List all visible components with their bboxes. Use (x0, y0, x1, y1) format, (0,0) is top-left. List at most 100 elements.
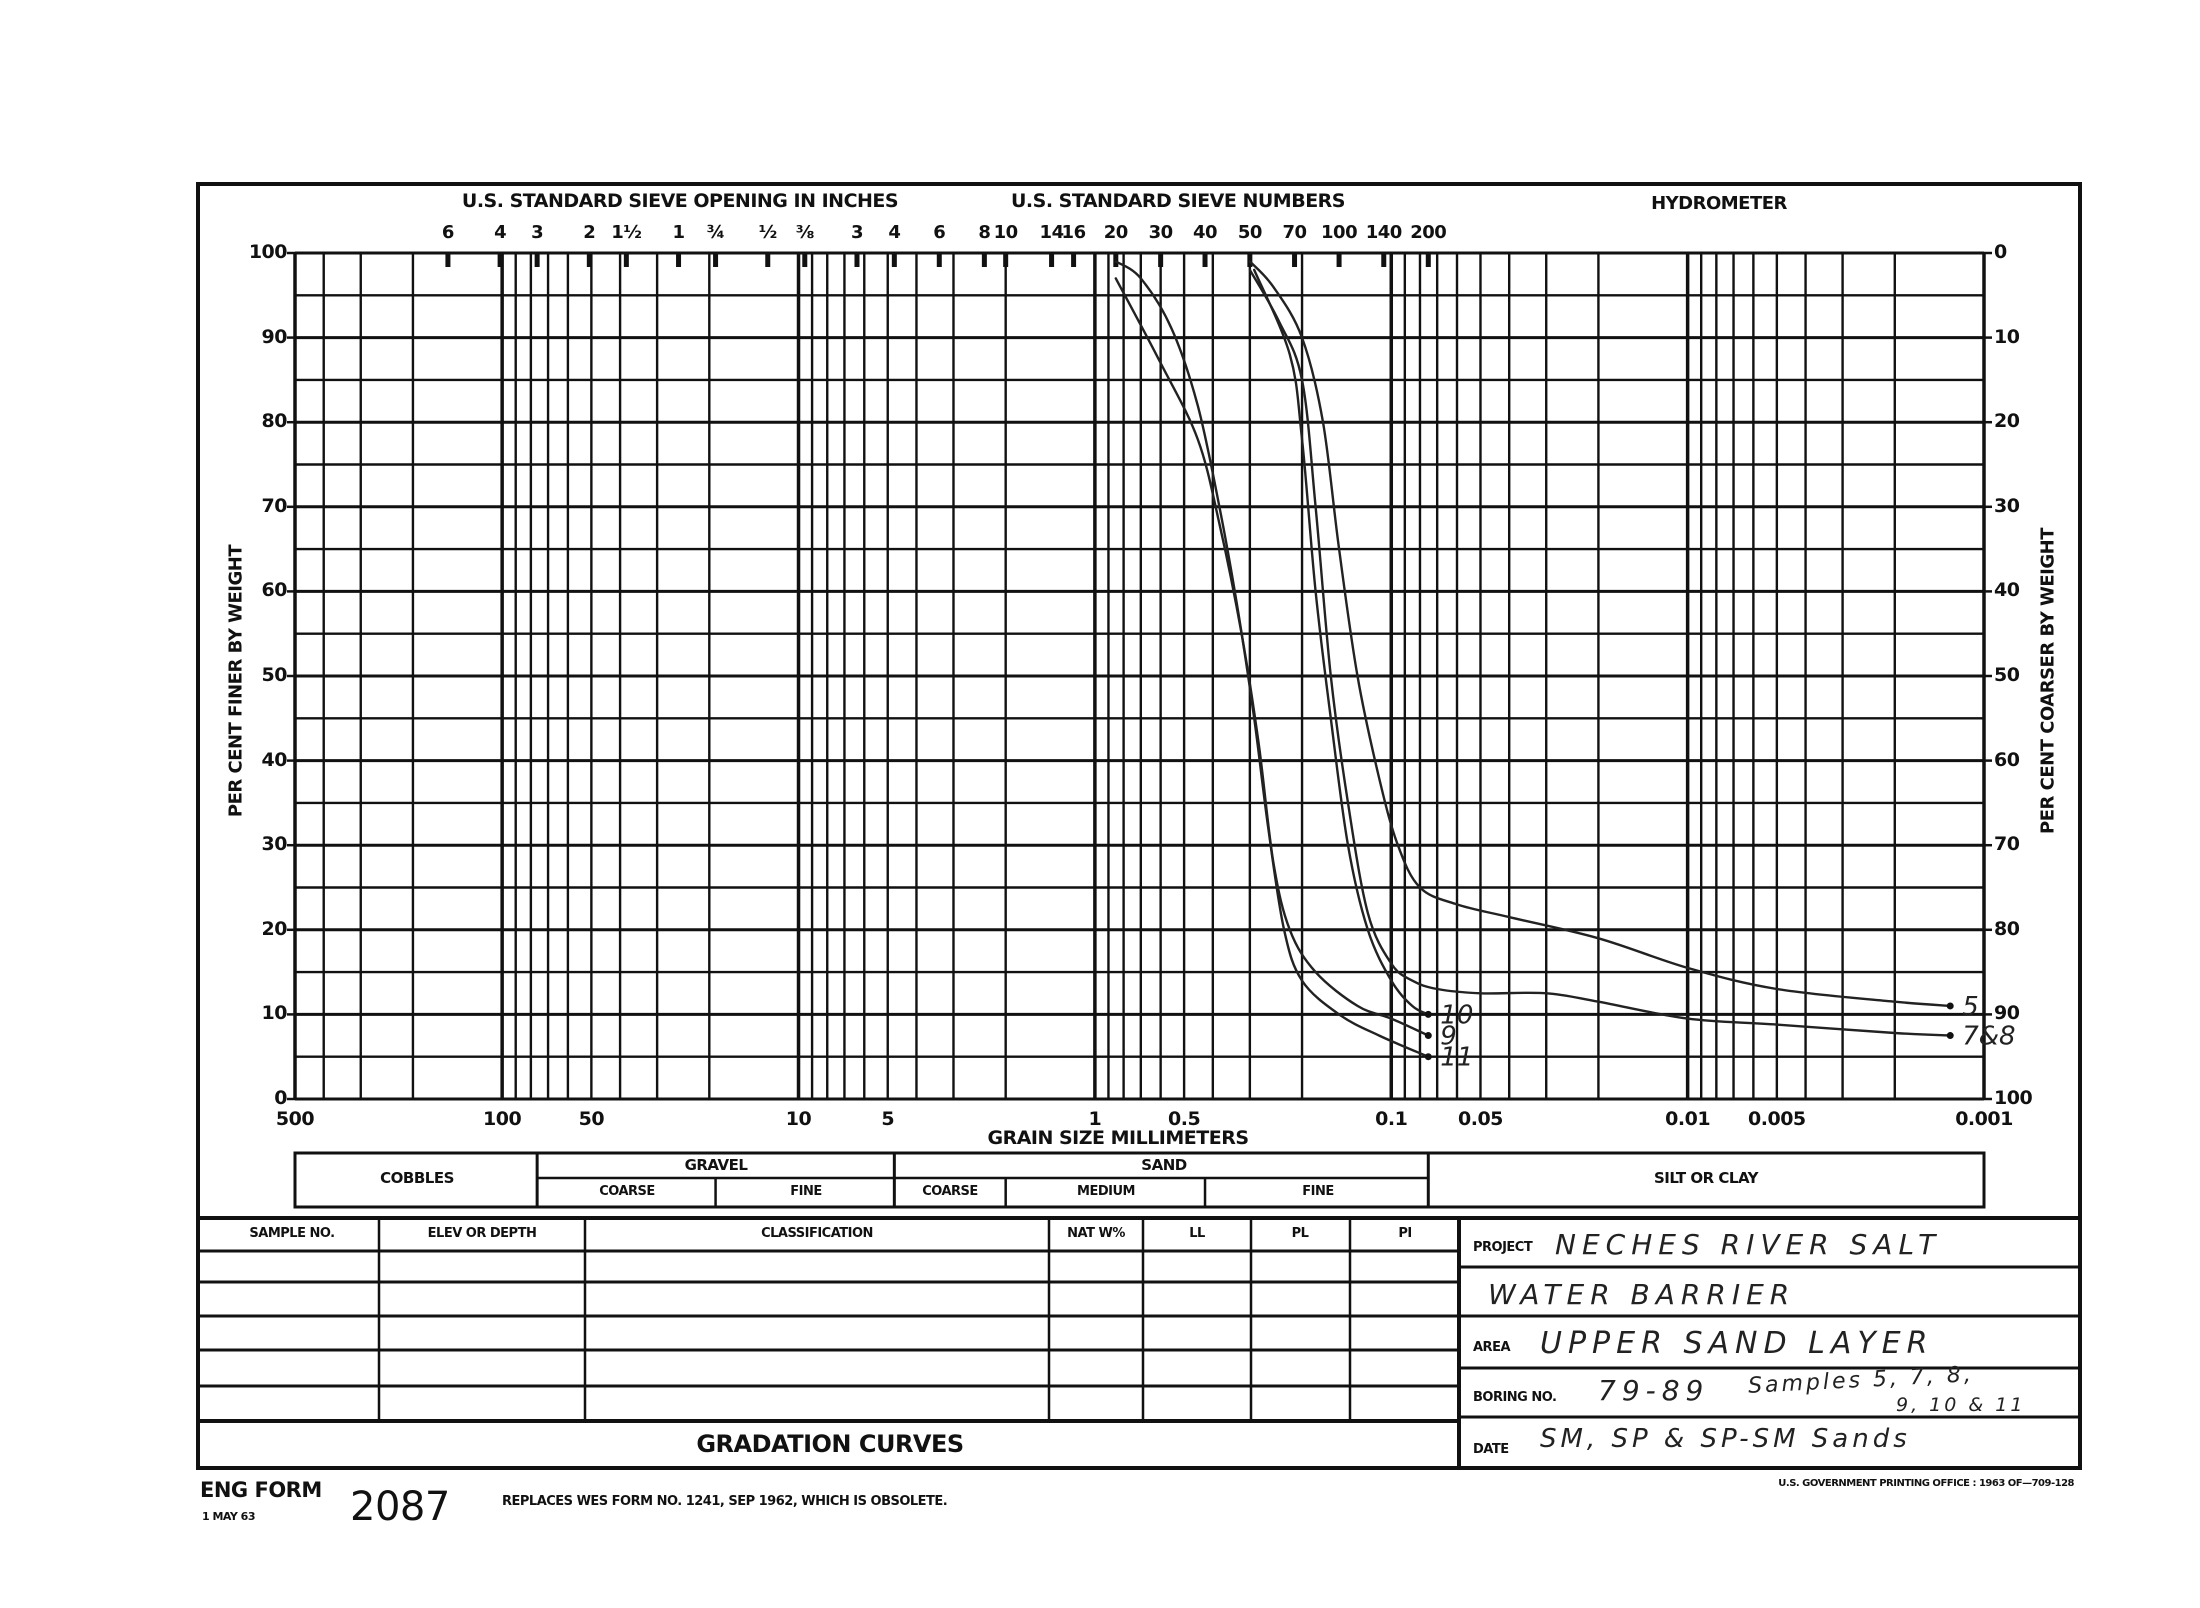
sieve-number-label: 16 (1061, 222, 1087, 243)
y-tick-label: 60 (261, 579, 288, 602)
sieve-mark (534, 253, 540, 267)
boring-label: BORING NO. (1473, 1390, 1557, 1405)
sieve-number-label: 100 (1321, 222, 1358, 243)
x-tick-label: 0.001 (1955, 1108, 2013, 1130)
date-label: DATE (1473, 1442, 1509, 1457)
band-silt-clay: SILT OR CLAY (1653, 1169, 1759, 1187)
sieve-number-label: 30 (1148, 222, 1174, 243)
sieve-mark (1003, 253, 1009, 267)
x-tick-label: 0.005 (1748, 1108, 1806, 1130)
sieve-numbers-title: U.S. STANDARD SIEVE NUMBERS (1011, 190, 1345, 212)
band-gravel: GRAVEL (684, 1156, 748, 1174)
classification-band (293, 1151, 1986, 1209)
y-tick-label: 40 (261, 748, 288, 771)
sieve-inches-title: U.S. STANDARD SIEVE OPENING IN INCHES (461, 190, 899, 212)
y-tick-label: 100 (248, 241, 288, 263)
x-tick-label: 0.1 (1375, 1108, 1408, 1130)
curve-endpoint (1424, 1010, 1432, 1018)
area-value: UPPER SAND LAYER (1540, 1326, 1934, 1361)
band-sand-fine: FINE (1302, 1184, 1334, 1199)
curve-label: 7&8 (1962, 1022, 2015, 1052)
sieve-mark (586, 253, 592, 267)
y2-tick-label: 10 (1994, 325, 2020, 348)
sieve-mark (713, 253, 719, 267)
x-tick-label: 500 (275, 1108, 315, 1130)
project-label: PROJECT (1473, 1240, 1533, 1255)
y2-tick-label: 50 (1994, 664, 2020, 686)
sieve-number-label: 6 (933, 222, 946, 243)
form-name: ENG FORM (200, 1478, 322, 1502)
curve-label: 5 (1962, 992, 1979, 1022)
hydrometer-title: HYDROMETER (1651, 193, 1787, 214)
sieve-number-label: 14 (1039, 222, 1065, 243)
sieve-number-label: 70 (1282, 222, 1308, 243)
project-value-line2: WATER BARRIER (1488, 1278, 1796, 1311)
form-number: 2087 (350, 1484, 450, 1530)
col-classification: CLASSIFICATION (761, 1226, 873, 1241)
col-nat-w: NAT W% (1067, 1226, 1125, 1241)
replaces-note: REPLACES WES FORM NO. 1241, SEP 1962, WH… (502, 1494, 948, 1509)
sieve-mark (676, 253, 682, 267)
sieve-number-label: 20 (1103, 222, 1129, 243)
x-axis-title: GRAIN SIZE MILLIMETERS (987, 1127, 1249, 1149)
band-sand-medium: MEDIUM (1077, 1184, 1135, 1199)
boring-value: 79-89 (1598, 1374, 1710, 1407)
y2-tick-label: 30 (1994, 494, 2020, 517)
sieve-mark (1202, 253, 1208, 267)
outer-border (196, 182, 2082, 1470)
sieve-inch-label: 1 (672, 222, 686, 243)
x-tick-label: 5 (881, 1108, 895, 1130)
date-value: SM, SP & SP-SM Sands (1540, 1424, 1911, 1454)
form-frame (196, 182, 2082, 1470)
y2-tick-label: 80 (1994, 917, 2020, 940)
curve-sample-5 (1248, 260, 1952, 1008)
col-ll: LL (1189, 1226, 1205, 1241)
boring-note-2: 9, 10 & 11 (1896, 1394, 2026, 1416)
sieve-inch-label: ⅜ (795, 222, 815, 243)
sieve-number-label: 200 (1410, 222, 1447, 243)
y-tick-label: 20 (261, 917, 288, 940)
sieve-mark (1381, 253, 1387, 267)
band-gravel-fine: FINE (790, 1184, 822, 1199)
sieve-inch-label: 1½ (611, 222, 642, 243)
y2-tick-label: 20 (1994, 410, 2020, 433)
sieve-mark (1336, 253, 1342, 267)
band-sand-coarse: COARSE (922, 1184, 978, 1199)
y2-tick-label: 70 (1994, 833, 2020, 856)
x-tick-label: 0.05 (1458, 1108, 1503, 1130)
sieve-mark (1158, 253, 1164, 267)
x-tick-label: 0.5 (1168, 1108, 1201, 1130)
sieve-mark (891, 253, 897, 267)
x-tick-label: 0.01 (1665, 1108, 1711, 1130)
sieve-mark (802, 253, 808, 267)
curve-endpoint (1946, 1002, 1954, 1010)
sieve-mark (981, 253, 987, 267)
sieve-number-label: 40 (1192, 222, 1218, 243)
sieve-inch-label: 2 (583, 222, 596, 243)
col-pi: PI (1398, 1226, 1412, 1241)
sieve-mark (1049, 253, 1055, 267)
sieve-mark (445, 253, 451, 267)
y-tick-label: 10 (261, 1002, 288, 1025)
sieve-inch-label: 3 (531, 222, 544, 243)
curve-label: 10 (1440, 1000, 1473, 1030)
sieve-number-label: 3 (850, 222, 864, 243)
y-tick-label: 70 (261, 494, 288, 517)
curve-endpoint (1424, 1053, 1432, 1061)
sieve-number-label: 50 (1237, 222, 1263, 243)
band-cobbles: COBBLES (380, 1169, 454, 1187)
sieve-mark (1071, 253, 1077, 267)
curve-label: 9 (1440, 1022, 1457, 1052)
band-gravel-coarse: COARSE (599, 1184, 655, 1199)
curve-sample-11 (1114, 260, 1430, 1058)
y-axis-title: PER CENT FINER BY WEIGHT (225, 544, 247, 818)
sieve-number-label: 4 (888, 222, 901, 243)
sieve-inch-label: 4 (494, 222, 507, 243)
sieve-inch-label: 6 (441, 222, 455, 243)
sieve-mark (936, 253, 942, 267)
form-date: 1 MAY 63 (202, 1510, 256, 1523)
y2-tick-label: 0 (1994, 241, 2007, 263)
x-tick-label: 10 (785, 1108, 812, 1130)
sieve-mark (497, 253, 503, 267)
